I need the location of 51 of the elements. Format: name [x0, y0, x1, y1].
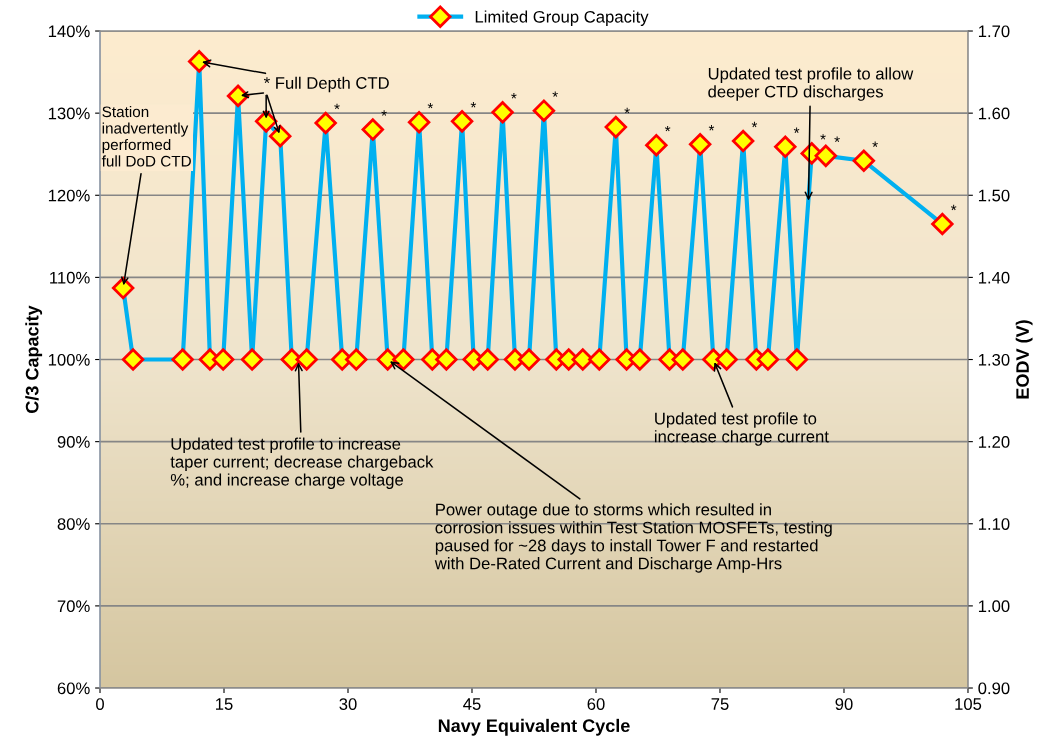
- x-tick-label: 75: [711, 698, 729, 710]
- x-tick-label: 30: [339, 698, 357, 710]
- x-axis-title: Navy Equivalent Cycle: [438, 718, 630, 736]
- x-tick-label: 60: [587, 698, 605, 710]
- y2-tick-label: 1.50: [978, 189, 1010, 202]
- x-tick-label: 105: [955, 698, 982, 710]
- y2-tick-label: 1.00: [978, 600, 1010, 613]
- annotation: Updated test profile to increase taper current; decrease chargeback %; and increase charge voltage: [170, 437, 434, 489]
- annotation: Updated test profile to increase charge current: [654, 412, 829, 446]
- annotation: *: [950, 204, 957, 211]
- annotation: *: [872, 141, 878, 147]
- y2-tick-label: 1.30: [978, 353, 1010, 366]
- x-tick-label: 45: [463, 698, 481, 710]
- annotation: *: [552, 91, 558, 97]
- y-tick-label: 90%: [57, 436, 90, 448]
- y-tick-label: 110%: [50, 271, 90, 284]
- annotation: *: [427, 102, 434, 109]
- y-tick-label: 60%: [57, 682, 90, 695]
- annotation: *: [664, 125, 671, 132]
- annotation: *: [793, 127, 800, 133]
- y2-axis-title: EODV (V): [1015, 320, 1033, 399]
- y-tick-label: 140%: [48, 25, 90, 38]
- y2-tick-label: 1.40: [978, 271, 1010, 284]
- annotation: *: [834, 136, 840, 142]
- x-tick-label: 0: [96, 698, 104, 710]
- annotation: Updated test profile to allow deeper CTD discharges: [708, 67, 914, 101]
- annotation: * Full Depth CTD: [263, 76, 389, 93]
- y-tick-label: 70%: [57, 600, 90, 613]
- x-tick-label: 90: [835, 698, 853, 710]
- y2-tick-label: 0.90: [978, 682, 1010, 695]
- y-tick-label: 80%: [57, 518, 90, 530]
- y2-tick-label: 1.20: [978, 436, 1010, 448]
- annotation: *: [624, 107, 630, 114]
- annotation: *: [708, 125, 715, 131]
- annotation: *: [751, 121, 758, 128]
- y-tick-label: 100%: [48, 353, 90, 366]
- annotation: *: [334, 103, 340, 110]
- annotation: *: [511, 93, 517, 99]
- y2-tick-label: 1.60: [978, 107, 1010, 120]
- x-tick-label: 15: [216, 698, 233, 710]
- annotation: *: [470, 102, 477, 108]
- annotation: Power outage due to storms which resulted in corrosion issues within Test Station MOSFETs, testing paused for ~28 days to install Tower F and restarted with De-Rated Current and Discharge Amp-Hrs: [434, 503, 832, 573]
- y-tick-label: 130%: [48, 107, 90, 120]
- y-axis-title: C/3 Capacity: [25, 305, 43, 413]
- legend-label: Limited Group Capacity: [475, 10, 649, 26]
- annotation: Station inadvertently performed full DoD CTD: [101, 105, 191, 167]
- y2-tick-label: 1.10: [978, 518, 1010, 530]
- y-tick-label: 120%: [48, 189, 90, 202]
- annotation: *: [820, 134, 826, 140]
- annotation: *: [381, 110, 387, 116]
- y2-tick-label: 1.70: [978, 25, 1010, 38]
